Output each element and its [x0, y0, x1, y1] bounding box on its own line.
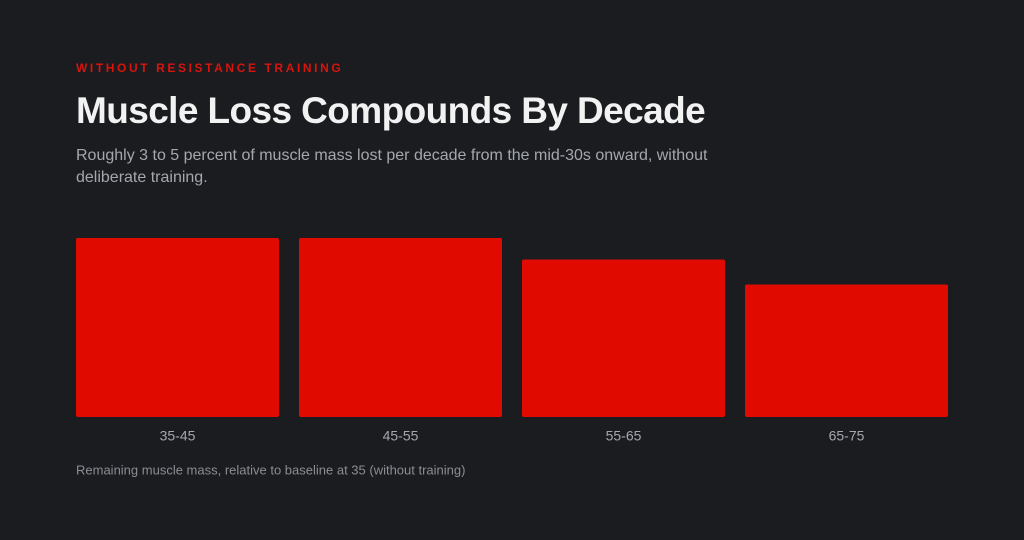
- x-tick-label: 55-65: [606, 428, 642, 444]
- bar: [745, 284, 948, 417]
- x-tick-label: 35-45: [160, 428, 196, 444]
- x-tick-label: 65-75: [829, 428, 865, 444]
- chart-title: Muscle Loss Compounds By Decade: [76, 90, 706, 131]
- subtitle: Roughly 3 to 5 percent of muscle mass lo…: [76, 147, 708, 186]
- bar: [76, 238, 279, 417]
- bar: [299, 238, 502, 417]
- bar: [522, 259, 725, 417]
- eyebrow: WITHOUT RESISTANCE TRAINING: [76, 61, 344, 75]
- x-tick-label: 45-55: [383, 428, 419, 444]
- caption: Remaining muscle mass, relative to basel…: [76, 462, 465, 477]
